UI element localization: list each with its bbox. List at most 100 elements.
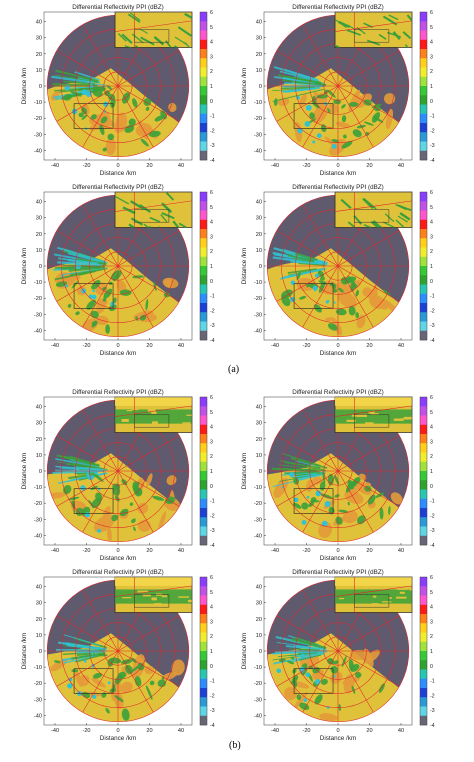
precip-cell (355, 289, 360, 297)
colorbar-tick-label: 6 (430, 395, 433, 401)
inset-cell (356, 414, 367, 417)
colorbar-swatch (420, 669, 427, 680)
colorbar-tick-label: 2 (430, 249, 433, 255)
chart-title: Differential Reflectivity PPI (dBZ) (72, 569, 164, 576)
colorbar-tick-label: 2 (430, 69, 433, 75)
precip-cell (148, 130, 161, 138)
colorbar-tick-label: 2 (210, 249, 213, 255)
y-tick-label: -20 (34, 296, 42, 302)
precip-cell (92, 88, 103, 97)
colorbar-tick-label: 3 (430, 54, 433, 60)
colorbar-swatch (200, 30, 207, 41)
colorbar-tick-label: -3 (210, 528, 215, 534)
y-tick-label: -40 (254, 148, 262, 154)
inset-streak (173, 45, 179, 48)
y-tick-label: -40 (254, 328, 262, 334)
colorbar-swatch (200, 312, 207, 322)
inset-cell (399, 591, 405, 594)
colorbar-swatch (200, 39, 207, 50)
precip-cell (299, 94, 307, 106)
colorbar-tick-label: -1 (210, 114, 215, 120)
colorbar-swatch (200, 86, 207, 96)
x-tick-label: 20 (146, 728, 152, 734)
inset-field (115, 12, 192, 48)
precip-cell (114, 120, 124, 134)
colorbar-swatch (420, 192, 427, 202)
precip-cell (331, 143, 337, 149)
colorbar-tick-label: 3 (210, 234, 213, 240)
colorbar-tick-label: 6 (210, 10, 213, 16)
radial-line (56, 470, 119, 507)
precip-cell (91, 320, 98, 326)
precip-cell (309, 112, 315, 120)
inset-streak (124, 45, 133, 48)
radial-line (302, 85, 339, 148)
inset-streak (363, 198, 377, 210)
radial-line (82, 265, 119, 328)
colorbar-swatch (200, 660, 207, 670)
colorbar-swatch (420, 150, 427, 161)
colorbar-swatch (200, 614, 207, 624)
colorbar-swatch (420, 498, 427, 509)
y-tick-label: 40 (256, 585, 262, 591)
precip-cell (107, 681, 111, 685)
precip-cell (91, 652, 94, 656)
y-tick-label: -10 (254, 485, 262, 491)
x-tick-label: -20 (82, 728, 90, 734)
colorbar-frame (419, 191, 428, 341)
colorbar-frame (419, 396, 428, 546)
precip-cell (166, 475, 177, 486)
zoom-inset (114, 396, 193, 433)
precip-cell (71, 280, 79, 289)
colorbar-swatch (200, 303, 207, 313)
colorbar-tick-label: 0 (210, 279, 213, 285)
radial-line (56, 265, 119, 302)
x-tick-label: 40 (178, 163, 184, 169)
precip-cell (319, 713, 338, 722)
y-tick-label: 30 (256, 421, 262, 427)
precip-cell (293, 477, 299, 485)
precip-streak (294, 636, 318, 646)
inset-streak (129, 12, 141, 21)
precip-cell (104, 90, 111, 97)
inset-field (335, 192, 412, 228)
radial-line (337, 470, 374, 533)
precip-cell (320, 276, 325, 281)
radial-line (117, 650, 180, 687)
inset-streak (172, 220, 180, 228)
colorbar-swatch (420, 86, 427, 96)
colorbar-tick-label: -2 (210, 513, 215, 519)
colorbar-tick-label: 3 (210, 439, 213, 445)
inset-streak (121, 33, 133, 44)
precip-cell (71, 108, 78, 115)
colorbar-swatch (200, 480, 207, 490)
precip-streak (281, 452, 321, 466)
inset-streak (384, 213, 395, 223)
y-tick-label: -20 (34, 116, 42, 122)
x-axis-label: Distance /km (320, 170, 356, 177)
y-tick-label: -30 (34, 697, 42, 703)
precip-cell (102, 298, 107, 302)
colorbar-swatch (420, 535, 427, 546)
colorbar-swatch (200, 669, 207, 680)
precip-cell (81, 107, 88, 115)
colorbar-swatch (200, 123, 207, 133)
colorbar-swatch (420, 406, 427, 416)
colorbar-tick-label: -2 (430, 308, 435, 314)
precip-cell (97, 528, 102, 533)
precip-cell (88, 294, 93, 299)
x-tick-label: -20 (302, 728, 310, 734)
radial-line (276, 85, 339, 122)
precip-cell (149, 680, 155, 686)
colorbar-swatch (420, 604, 427, 615)
precip-cell (276, 668, 282, 674)
precip-cell (301, 502, 309, 510)
colorbar-swatch (200, 632, 207, 643)
colorbar-tick-label: 6 (430, 190, 433, 196)
precip-cell (160, 110, 167, 120)
inset-cell (351, 414, 359, 417)
precip-streak (67, 252, 102, 263)
inset-gridline (115, 200, 192, 212)
y-tick-label: -40 (254, 713, 262, 719)
